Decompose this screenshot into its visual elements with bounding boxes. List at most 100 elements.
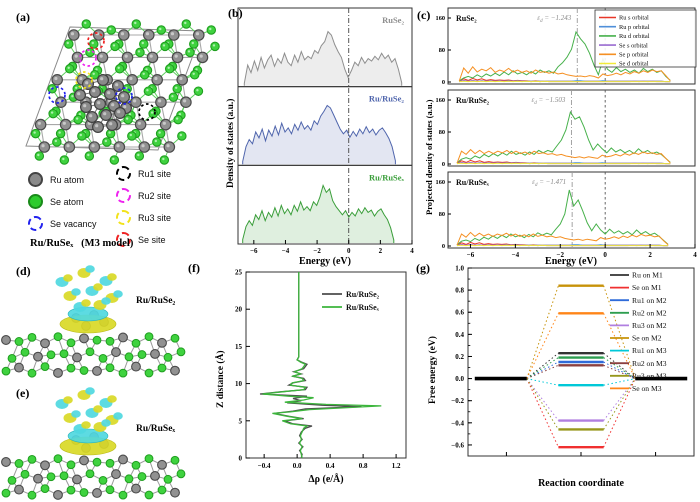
- legend-item-label: Ru atom: [50, 174, 85, 185]
- svg-text:0: 0: [442, 79, 445, 86]
- dos-x-axis-label: Energy (eV): [299, 256, 351, 267]
- panel-e-label: Ru/RuSeₓ: [136, 424, 176, 434]
- svg-text:80: 80: [439, 211, 445, 218]
- legend-item: Ru1 site: [116, 166, 171, 181]
- panel-f-deltarho: −0.4 0.0 0.4 0.8 1.2 0 5 10 15 20 25 Ru/RuSe₂ Ru/RuS…: [184, 258, 412, 502]
- panel-b-dos: RuSe₂ Ru/RuSe₂ Ru/RuSeₓ −6 −4 −2 0 2 4: [222, 0, 418, 270]
- legend-item-label: Se vacancy: [50, 218, 97, 229]
- panel-d-label: Ru/RuSe₂: [136, 296, 176, 306]
- deltarho-y-axis-label: Z distance (Å): [216, 350, 226, 408]
- svg-text:4: 4: [410, 247, 414, 255]
- svg-text:80: 80: [439, 47, 445, 54]
- svg-text:Se d orbital: Se d orbital: [619, 61, 649, 68]
- svg-text:RuSe₂: RuSe₂: [382, 15, 404, 25]
- legend-item-label: Ru2 site: [138, 190, 172, 201]
- svg-text:Ru/RuSeₓ: Ru/RuSeₓ: [346, 303, 380, 312]
- panel-letter-d: (d): [16, 264, 31, 278]
- free-energy-x-axis-label: Reaction coordinate: [538, 478, 624, 489]
- panel-a-legend-left: Ru atom Se atom Se vacancy: [28, 172, 97, 238]
- atom-marker: [28, 172, 43, 187]
- panel-a-caption: Ru/RuSeₓ (M3 model): [30, 238, 133, 249]
- panel-d-charge-density: [0, 260, 186, 382]
- svg-text:Ru p orbital: Ru p orbital: [619, 24, 650, 31]
- svg-text:160: 160: [436, 179, 445, 186]
- legend-item: Ru atom: [28, 172, 97, 187]
- free-energy-y-axis-label: Free energy (eV): [428, 336, 438, 404]
- legend-item-label: Ru1 site: [138, 168, 172, 179]
- legend-item: Se site: [116, 232, 171, 247]
- svg-text:Ru d orbital: Ru d orbital: [619, 33, 650, 40]
- svg-text:−6: −6: [250, 247, 258, 255]
- svg-text:0: 0: [442, 243, 445, 250]
- atom-marker: [28, 194, 43, 209]
- svg-text:Ru2 on M2: Ru2 on M2: [632, 308, 667, 317]
- dashed-site-marker: [28, 216, 43, 231]
- svg-text:2: 2: [648, 251, 652, 259]
- legend-item: Ru3 site: [116, 210, 171, 225]
- panel-e-charge-density: [0, 382, 186, 502]
- dashed-site-marker: [116, 188, 131, 203]
- panel-a-legend-right: Ru1 site Ru2 site Ru3 site Se site: [116, 166, 171, 254]
- svg-text:εd = −1.471: εd = −1.471: [532, 178, 566, 188]
- caption-formula: Ru/RuSeₓ: [30, 238, 74, 249]
- panel-a-structure: [0, 0, 226, 258]
- svg-text:εd = −1.243: εd = −1.243: [537, 14, 571, 24]
- dos-y-axis-label: Density of states (a.u.): [226, 98, 236, 188]
- pdos-y-axis-label: Projected density of states (a.u.): [424, 99, 434, 215]
- svg-text:5: 5: [239, 417, 243, 425]
- svg-text:Ru/RuSe₂: Ru/RuSe₂: [369, 94, 405, 104]
- svg-text:εd = −1.503: εd = −1.503: [531, 96, 565, 106]
- svg-text:2: 2: [379, 247, 383, 255]
- svg-text:−0.4: −0.4: [258, 462, 271, 470]
- dashed-site-marker: [116, 210, 131, 225]
- svg-text:−0.2: −0.2: [451, 397, 464, 405]
- panel-c-pdos: 0 80 160 RuSe₂ εd = −1.243 0 80 160 Ru/RuSe₂ εd =…: [414, 0, 700, 270]
- svg-text:−0.6: −0.6: [451, 441, 464, 449]
- svg-text:10: 10: [235, 380, 243, 388]
- panel-letter-a: (a): [16, 10, 30, 24]
- panel-letter-g: (g): [416, 261, 430, 275]
- legend-item-label: Ru3 site: [138, 212, 172, 223]
- legend-item-label: Se atom: [50, 196, 84, 207]
- panel-letter-c: (c): [417, 8, 431, 22]
- svg-text:Ru/RuSeₓ: Ru/RuSeₓ: [456, 178, 490, 187]
- svg-text:RuSe₂: RuSe₂: [456, 14, 477, 23]
- svg-text:0: 0: [442, 161, 445, 168]
- svg-text:Ru1 on M2: Ru1 on M2: [632, 296, 667, 305]
- svg-text:160: 160: [436, 15, 445, 22]
- panel-letter-e: (e): [16, 386, 30, 400]
- svg-text:20: 20: [235, 306, 243, 314]
- svg-text:0: 0: [603, 251, 607, 259]
- svg-text:1.2: 1.2: [392, 462, 401, 470]
- deltarho-chart: −0.4 0.0 0.4 0.8 1.2 0 5 10 15 20 25 Ru/RuSe₂ Ru/RuS…: [235, 269, 407, 470]
- charge-density-drawing-e: [1, 387, 186, 500]
- svg-text:Ru on M1: Ru on M1: [632, 271, 663, 280]
- svg-text:Ru3 on M2: Ru3 on M2: [632, 321, 667, 330]
- pdos-x-axis-label: Energy (eV): [545, 256, 597, 267]
- panel-g-free-energy: 1.0 0.8 0.6 0.4 0.2 0.0 −0.2 −0.4 −0.6 Ru on M1 Se…: [412, 258, 700, 502]
- panel-letter-f: (f): [188, 261, 200, 275]
- svg-text:4: 4: [693, 251, 697, 259]
- svg-text:Se s orbital: Se s orbital: [619, 42, 648, 49]
- svg-text:0.4: 0.4: [455, 331, 464, 339]
- legend-item-label: Se site: [138, 234, 166, 245]
- svg-text:Ru3 on M3: Ru3 on M3: [632, 371, 667, 380]
- svg-text:160: 160: [436, 97, 445, 104]
- pdos-chart: 0 80 160 RuSe₂ εd = −1.243 0 80 160 Ru/RuSe₂ εd =…: [436, 7, 697, 259]
- svg-text:0.0: 0.0: [293, 462, 302, 470]
- svg-text:Ru/RuSeₓ: Ru/RuSeₓ: [369, 172, 405, 182]
- svg-text:−2: −2: [557, 251, 565, 259]
- svg-text:15: 15: [235, 343, 243, 351]
- caption-model: (M3 model): [81, 238, 134, 249]
- free-energy-chart: 1.0 0.8 0.6 0.4 0.2 0.0 −0.2 −0.4 −0.6 Ru on M1 Se…: [451, 265, 695, 457]
- structure-model-drawing: [25, 19, 220, 165]
- legend-item: Se atom: [28, 194, 97, 209]
- svg-text:−4: −4: [512, 251, 520, 259]
- deltarho-x-axis-label: Δρ (e/Å): [308, 474, 344, 485]
- svg-text:−4: −4: [282, 247, 290, 255]
- svg-text:Se p orbital: Se p orbital: [619, 52, 649, 59]
- svg-text:0.2: 0.2: [455, 353, 464, 361]
- svg-text:1.0: 1.0: [455, 265, 464, 273]
- svg-text:0: 0: [347, 247, 351, 255]
